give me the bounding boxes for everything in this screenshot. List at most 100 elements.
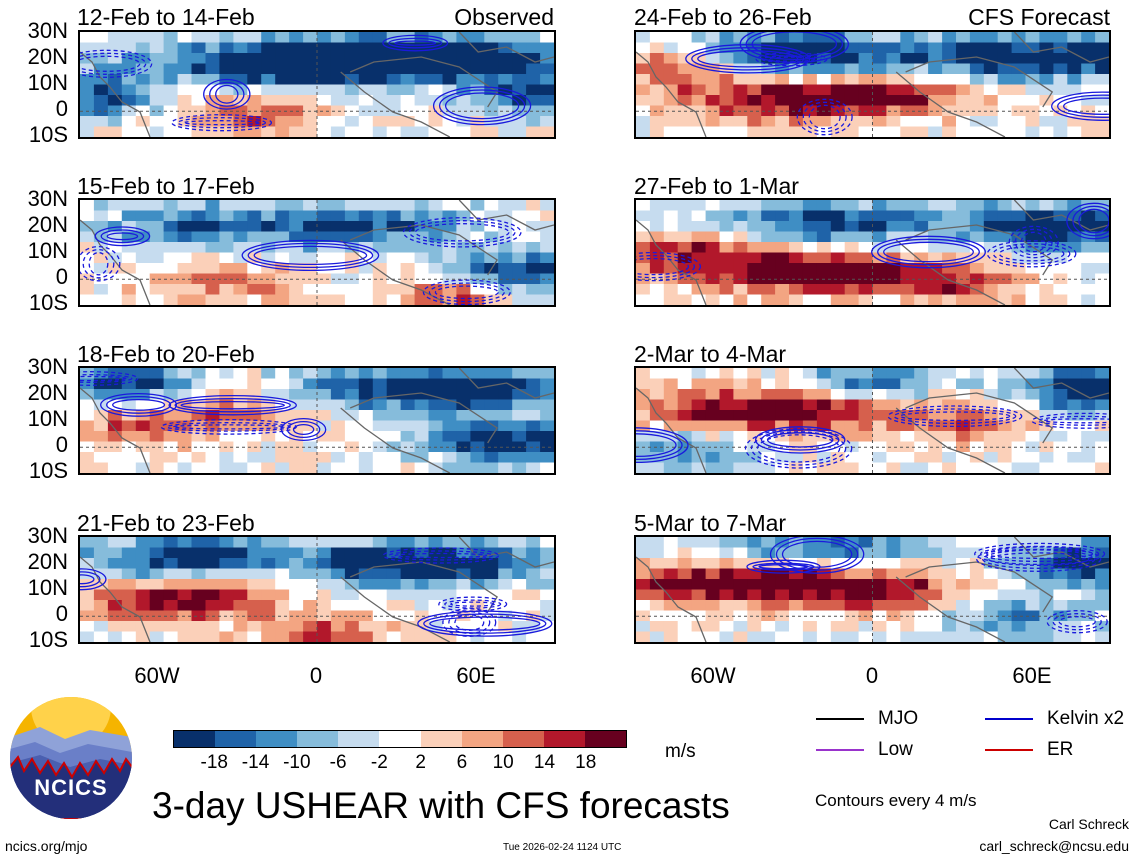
shear-cell bbox=[816, 63, 832, 75]
shear-cell bbox=[663, 210, 679, 222]
shear-cell bbox=[163, 126, 179, 137]
shear-cell bbox=[886, 410, 901, 422]
shear-cell bbox=[636, 116, 651, 128]
kelvin-contour bbox=[775, 537, 859, 571]
shear-cell bbox=[191, 105, 206, 117]
shear-cell bbox=[983, 452, 999, 464]
shear-cell bbox=[914, 389, 929, 401]
shear-cell bbox=[816, 210, 832, 222]
shear-cell bbox=[233, 242, 248, 254]
shear-cell bbox=[663, 462, 679, 473]
shear-cell bbox=[484, 242, 499, 254]
shear-cell bbox=[1053, 537, 1068, 549]
shear-cell bbox=[428, 116, 443, 128]
coastline bbox=[458, 32, 554, 63]
shear-cell bbox=[93, 273, 109, 285]
shear-cell bbox=[747, 284, 762, 296]
shear-cell bbox=[928, 410, 943, 422]
shear-cell bbox=[177, 63, 193, 75]
shear-cell bbox=[858, 378, 874, 390]
shear-cell bbox=[121, 126, 137, 137]
shear-cell bbox=[691, 252, 707, 264]
shear-cell bbox=[512, 368, 527, 380]
shear-cell bbox=[1095, 252, 1109, 264]
shear-cell bbox=[1025, 200, 1040, 212]
shear-cell bbox=[191, 547, 206, 559]
shear-cell bbox=[289, 568, 304, 580]
shear-cell bbox=[344, 547, 360, 559]
shear-cell bbox=[512, 410, 527, 422]
colorbar-swatch bbox=[379, 731, 421, 747]
shear-cell bbox=[317, 263, 332, 275]
shear-cell bbox=[886, 221, 901, 233]
shear-cell bbox=[1011, 568, 1027, 580]
shear-cell bbox=[997, 221, 1013, 233]
shear-cell bbox=[983, 32, 999, 44]
shear-cell bbox=[789, 621, 804, 633]
legend-kelvin-label: Kelvin x2 bbox=[1047, 708, 1125, 729]
shear-cell bbox=[372, 589, 388, 601]
shear-cell bbox=[1011, 631, 1027, 642]
shear-cell bbox=[816, 547, 832, 559]
shear-cell bbox=[830, 200, 846, 212]
shear-cell bbox=[761, 95, 776, 107]
shear-cell bbox=[414, 95, 430, 107]
shear-cell bbox=[1053, 452, 1068, 464]
shear-cell bbox=[1067, 32, 1082, 44]
shear-cell bbox=[844, 200, 860, 212]
shear-cell bbox=[942, 589, 957, 601]
shear-cell bbox=[872, 210, 887, 222]
shear-cell bbox=[761, 116, 776, 128]
shear-cell bbox=[872, 116, 887, 128]
shear-cell bbox=[261, 53, 276, 65]
shear-cell bbox=[149, 441, 165, 453]
shear-cell bbox=[649, 210, 665, 222]
shear-cell bbox=[303, 558, 318, 570]
shear-cell bbox=[1081, 63, 1096, 75]
shear-cell bbox=[942, 263, 957, 275]
shear-cell bbox=[358, 579, 374, 591]
shear-cell bbox=[747, 547, 762, 559]
shear-cell bbox=[1025, 368, 1040, 380]
shear-cell bbox=[163, 462, 179, 473]
shear-cell bbox=[747, 452, 762, 464]
shear-cell bbox=[107, 441, 123, 453]
shear-cell bbox=[956, 116, 971, 128]
shear-cell bbox=[275, 294, 290, 305]
shear-cell bbox=[830, 410, 846, 422]
shear-cell bbox=[317, 441, 332, 453]
shear-cell bbox=[247, 410, 262, 422]
shear-cell bbox=[121, 200, 137, 212]
shear-cell bbox=[983, 231, 999, 243]
shear-cell bbox=[705, 105, 721, 117]
colorbar-swatch bbox=[543, 731, 585, 747]
shear-cell bbox=[456, 63, 471, 75]
shear-cell bbox=[233, 200, 248, 212]
shear-cell bbox=[677, 452, 693, 464]
shear-cell bbox=[512, 558, 527, 570]
legend-er-label: ER bbox=[1047, 739, 1074, 760]
shear-cell bbox=[1053, 105, 1068, 117]
shear-cell bbox=[303, 95, 318, 107]
shear-cell bbox=[1053, 263, 1068, 275]
chart-title: 3-day USHEAR with CFS forecasts bbox=[152, 785, 730, 826]
shear-cell bbox=[261, 126, 276, 137]
shear-cell bbox=[1053, 368, 1068, 380]
shear-cell bbox=[802, 95, 818, 107]
shear-cell bbox=[997, 231, 1013, 243]
shear-cell bbox=[400, 568, 416, 580]
shear-cell bbox=[261, 210, 276, 222]
shear-cell bbox=[540, 263, 554, 275]
shear-cell bbox=[775, 231, 790, 243]
shear-cell bbox=[372, 294, 388, 305]
shear-cell bbox=[761, 231, 776, 243]
shear-cell bbox=[705, 84, 721, 96]
shear-cell bbox=[1039, 452, 1054, 464]
shear-cell bbox=[691, 547, 707, 559]
shear-cell bbox=[135, 600, 151, 612]
shear-cell bbox=[789, 294, 804, 305]
shear-cell bbox=[830, 389, 846, 401]
shear-cell bbox=[330, 568, 346, 580]
shear-cell bbox=[219, 579, 234, 591]
shear-cell bbox=[1081, 452, 1096, 464]
